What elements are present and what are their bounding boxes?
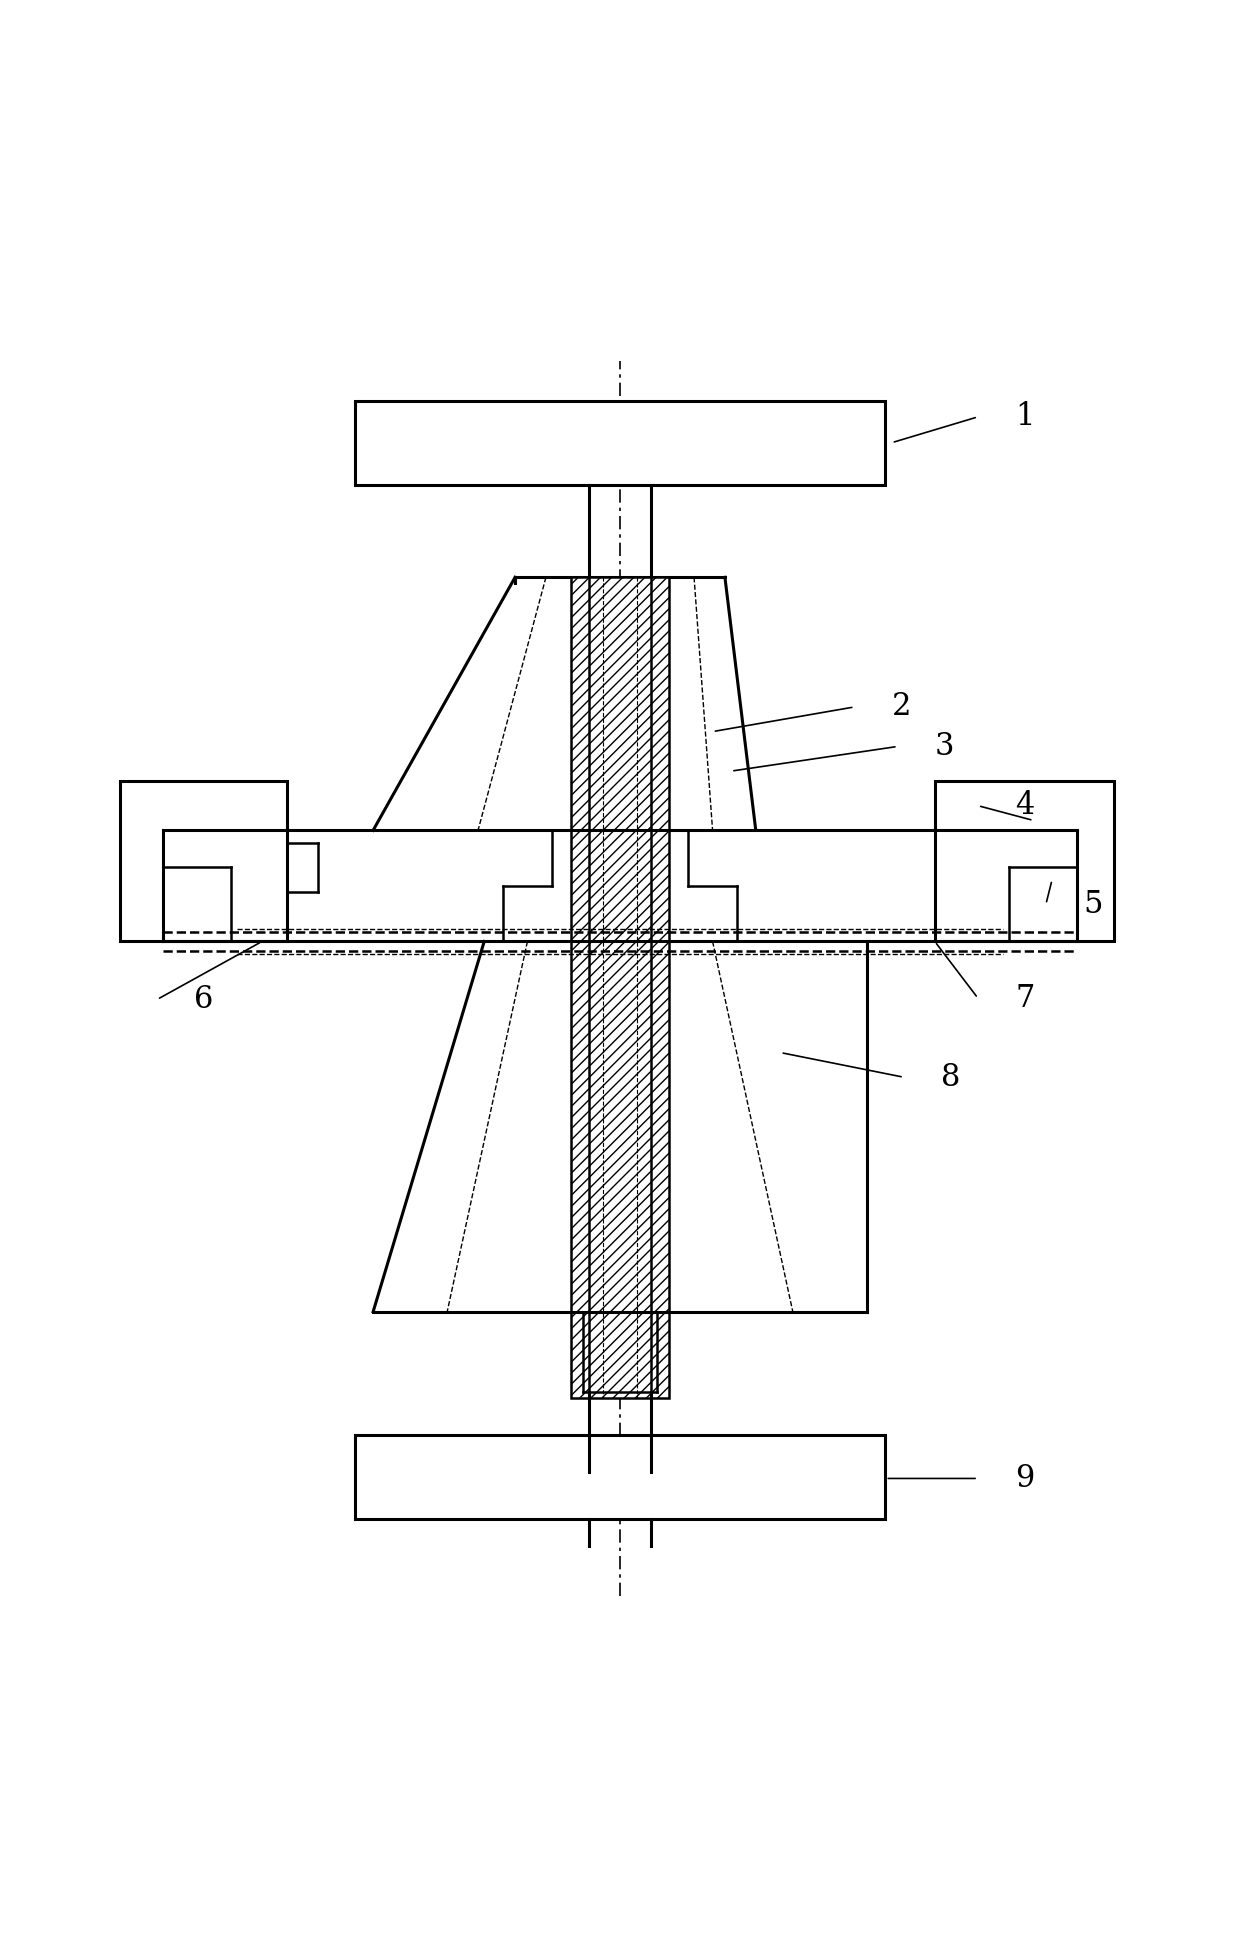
Bar [935, 781, 1114, 941]
Text: 2: 2 [892, 691, 911, 722]
Text: 7: 7 [1016, 982, 1034, 1014]
Text: 4: 4 [1016, 791, 1034, 822]
Text: 1: 1 [1016, 401, 1034, 432]
Text: 6: 6 [195, 984, 213, 1016]
Text: 3: 3 [935, 730, 955, 761]
Bar [355, 1434, 885, 1519]
Bar [355, 401, 885, 485]
Bar [120, 781, 286, 941]
Text: 5: 5 [1083, 888, 1102, 920]
Text: 9: 9 [1016, 1464, 1034, 1493]
Text: 8: 8 [941, 1063, 960, 1092]
Bar [570, 577, 670, 1397]
